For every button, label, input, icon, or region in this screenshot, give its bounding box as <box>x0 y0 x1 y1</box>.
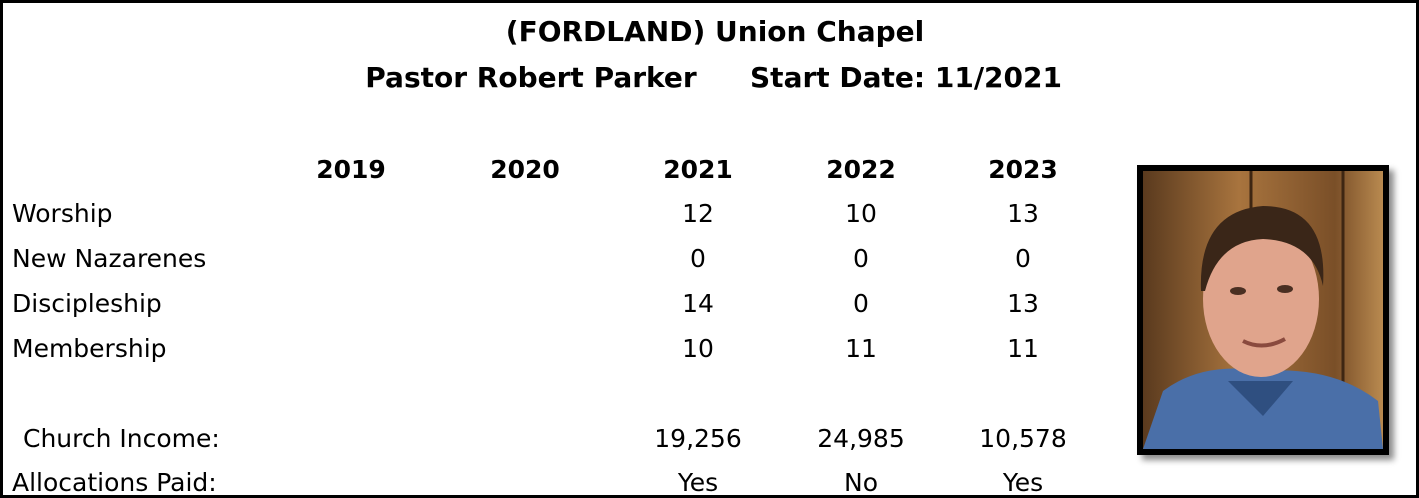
cell: 10 <box>682 334 714 363</box>
cell: 13 <box>1007 289 1039 318</box>
start-date: Start Date: 11/2021 <box>750 61 1062 94</box>
row-label: Discipleship <box>12 289 162 318</box>
cell: 19,256 <box>654 424 742 453</box>
cell: 10,578 <box>979 424 1067 453</box>
cell: 13 <box>1007 199 1039 228</box>
cell: 24,985 <box>817 424 905 453</box>
cell: No <box>844 468 878 497</box>
cell: Yes <box>1002 468 1044 497</box>
cell: 0 <box>853 244 869 273</box>
cell: 0 <box>853 289 869 318</box>
row-label: New Nazarenes <box>12 244 207 273</box>
cell: Yes <box>677 468 719 497</box>
column-header: 2020 <box>490 155 560 184</box>
cell: 10 <box>845 199 877 228</box>
cell: 0 <box>1015 244 1031 273</box>
cell: 11 <box>1007 334 1039 363</box>
row-label: Allocations Paid: <box>12 468 217 497</box>
column-header: 2023 <box>988 155 1058 184</box>
row-label: Worship <box>12 199 113 228</box>
title: (FORDLAND) Union Chapel <box>505 15 925 48</box>
row-label: Church Income: <box>23 424 220 453</box>
column-header: 2021 <box>663 155 733 184</box>
cell: 12 <box>682 199 714 228</box>
cell: 14 <box>682 289 714 318</box>
pastor-photo <box>1137 165 1389 455</box>
cell: 0 <box>690 244 706 273</box>
pastor: Pastor Robert Parker <box>365 61 697 94</box>
cell: 11 <box>845 334 877 363</box>
column-header: 2022 <box>826 155 896 184</box>
row-label: Membership <box>12 334 167 363</box>
photo-illustration <box>1143 171 1383 449</box>
column-header: 2019 <box>316 155 386 184</box>
